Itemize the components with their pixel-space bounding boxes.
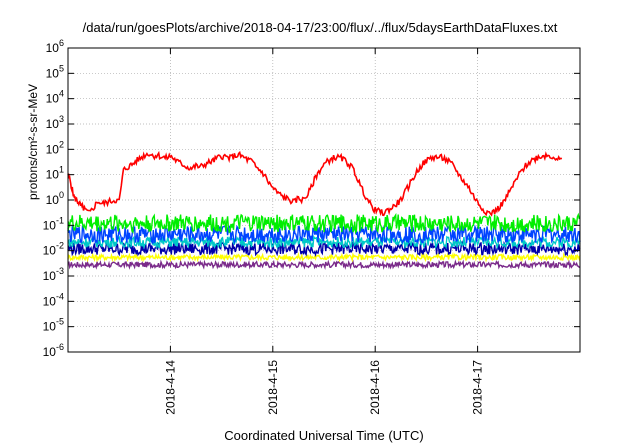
x-tick-label: 2018-4-17	[471, 360, 485, 415]
y-tick-label: 104	[46, 89, 64, 106]
y-tick-label: 10-5	[43, 317, 64, 334]
y-axis-label: protons/cm²-s-sr-MeV	[26, 83, 40, 200]
x-tick-label: 2018-4-15	[266, 360, 280, 415]
y-tick-label: 103	[46, 114, 64, 131]
y-axis-ticks: 10-6 10-5 10-4 10-3 10-2 10-1 100 101 102 103 104 1…	[43, 38, 580, 359]
x-tick-label: 2018-4-16	[368, 360, 382, 415]
x-axis-label: Coordinated Universal Time (UTC)	[224, 428, 424, 443]
y-tick-label: 10-3	[43, 266, 64, 283]
y-tick-label: 101	[46, 165, 64, 182]
chart-title: /data/run/goesPlots/archive/2018-04-17/2…	[82, 20, 558, 35]
series-line	[67, 259, 580, 270]
series-line	[67, 239, 581, 258]
series-group	[67, 150, 581, 270]
y-tick-label: 10-1	[43, 215, 64, 232]
y-tick-label: 106	[46, 38, 64, 55]
y-tick-label: 10-6	[43, 342, 64, 359]
series-line	[67, 212, 581, 235]
y-tick-label: 10-2	[43, 241, 64, 258]
y-tick-label: 105	[46, 63, 64, 80]
x-tick-label: 2018-4-14	[163, 360, 177, 415]
y-tick-label: 102	[46, 139, 64, 156]
y-tick-label: 10-4	[43, 291, 64, 308]
series-line-red	[67, 150, 563, 217]
x-axis-ticks: 2018-4-14 2018-4-15 2018-4-16 2018-4-17	[163, 48, 485, 415]
series-line	[67, 251, 581, 263]
y-tick-label: 100	[46, 190, 64, 207]
